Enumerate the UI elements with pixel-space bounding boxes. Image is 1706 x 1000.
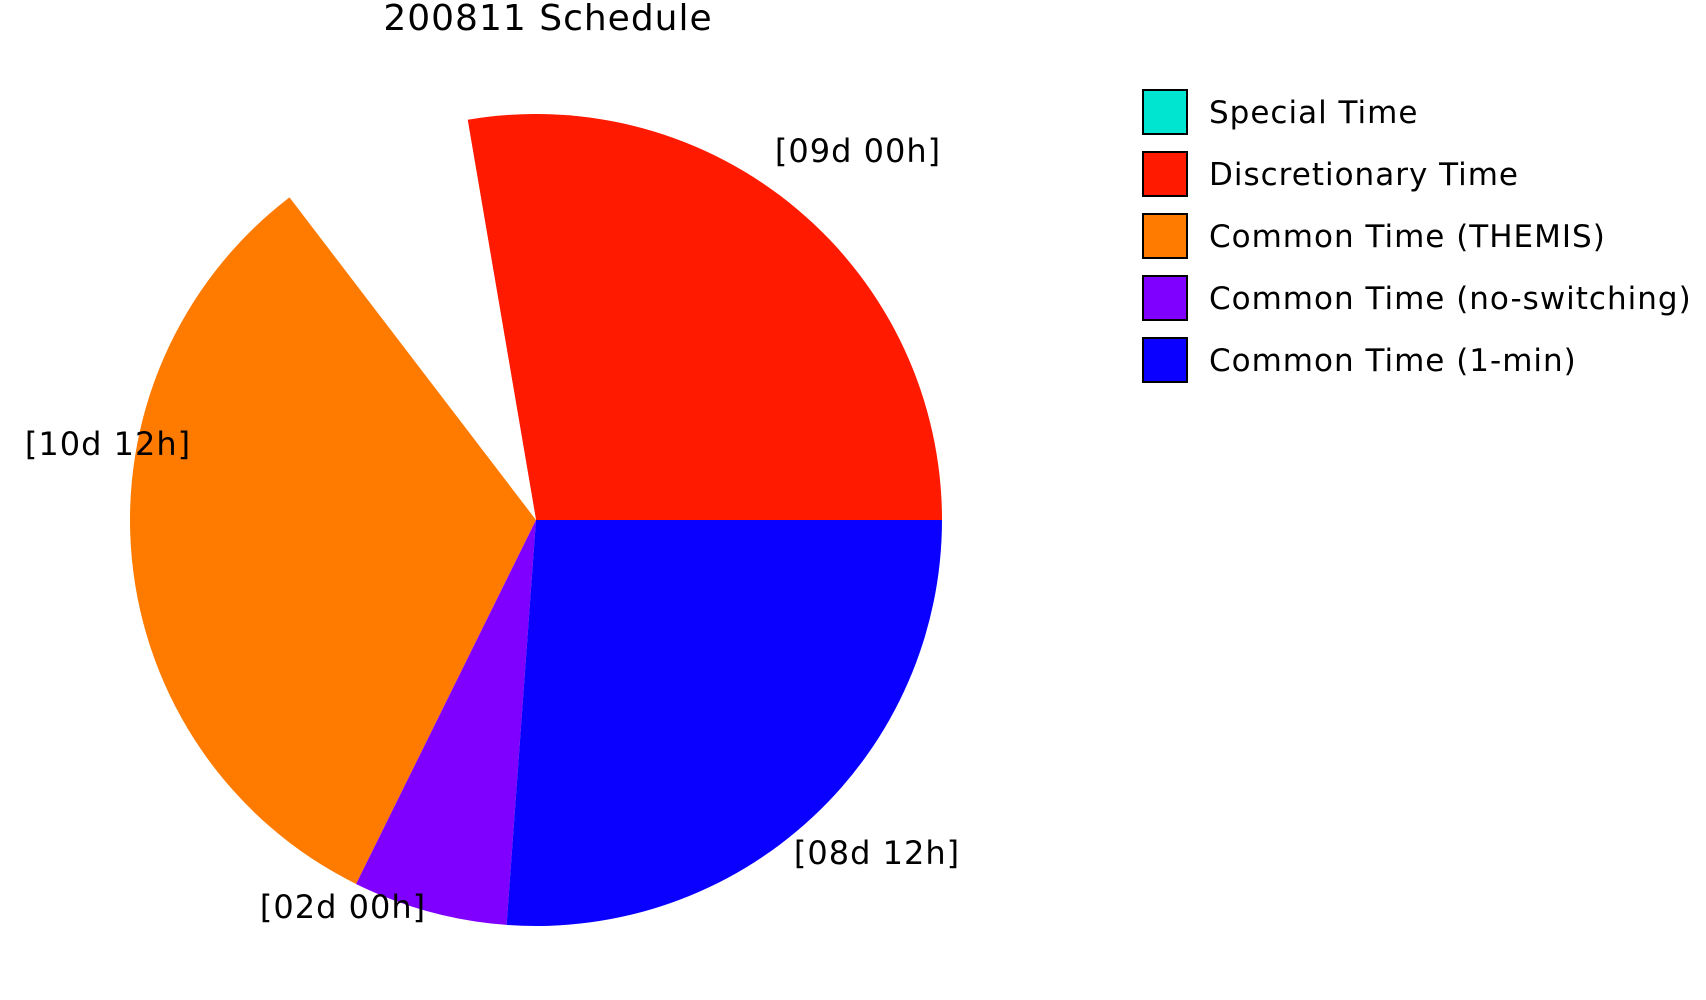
slice-label: [08d 12h]	[794, 834, 960, 872]
chart-title: 200811 Schedule	[383, 0, 712, 39]
slice-label: [02d 00h]	[260, 888, 426, 926]
legend-label: Discretionary Time	[1209, 157, 1519, 193]
legend-swatch	[1142, 89, 1188, 135]
legend-swatch	[1142, 275, 1188, 321]
legend-label: Common Time (THEMIS)	[1209, 219, 1606, 255]
legend-swatch	[1142, 151, 1188, 197]
slice-labels: [09d 00h] [10d 12h] [02d 00h] [08d 12h]	[25, 132, 960, 926]
pie-slice-common-time-no-switching	[356, 520, 536, 925]
legend-label: Special Time	[1209, 95, 1418, 131]
pie-slice-common-time-1-min	[506, 520, 942, 926]
slice-label: [09d 00h]	[775, 132, 941, 170]
pie-slice-common-time-themis	[129, 197, 536, 884]
slice-label: [10d 12h]	[25, 425, 191, 463]
pie-slices	[129, 113, 942, 926]
pie-slice-unlabeled	[289, 119, 536, 520]
legend-swatch	[1142, 337, 1188, 383]
legend: Special Time Discretionary Time Common Tim…	[1142, 89, 1692, 383]
pie-slice-discretionary-time	[467, 113, 942, 520]
legend-label: Common Time (1-min)	[1209, 343, 1577, 379]
legend-label: Common Time (no-switching)	[1209, 281, 1692, 317]
legend-swatch	[1142, 213, 1188, 259]
